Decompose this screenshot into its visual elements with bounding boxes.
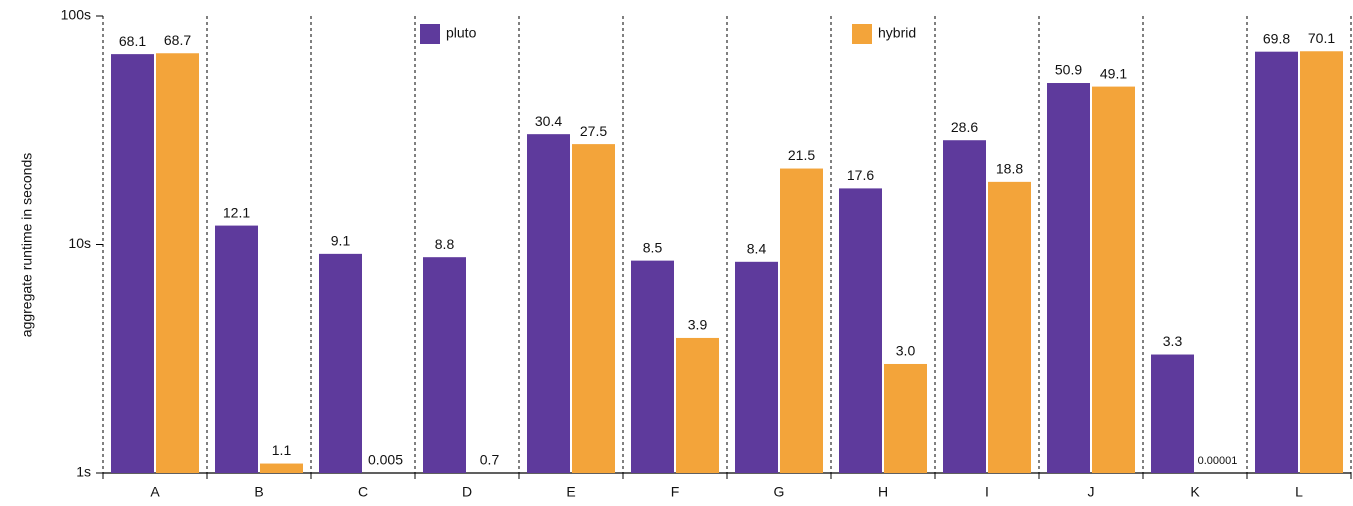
- value-label: 0.7: [480, 452, 500, 468]
- y-tick-label: 10s: [68, 235, 91, 251]
- value-label: 30.4: [535, 113, 562, 129]
- value-label: 27.5: [580, 123, 607, 139]
- bar: [1047, 83, 1090, 473]
- value-label: 3.9: [688, 317, 708, 333]
- bar: [423, 257, 466, 473]
- value-label: 3.3: [1163, 333, 1183, 349]
- value-label: 12.1: [223, 204, 250, 220]
- x-tick-label: E: [566, 484, 575, 500]
- bar: [527, 134, 570, 473]
- value-label: 18.8: [996, 161, 1023, 177]
- value-label: 17.6: [847, 167, 874, 183]
- x-tick-label: J: [1088, 484, 1095, 500]
- x-tick-label: I: [985, 484, 989, 500]
- bar: [676, 337, 719, 473]
- bar: [1092, 86, 1135, 473]
- x-tick-label: G: [774, 484, 785, 500]
- y-axis-label: aggregate runtime in seconds: [19, 153, 35, 337]
- bar: [156, 53, 199, 474]
- bar: [572, 144, 615, 473]
- value-label: 8.5: [643, 239, 663, 255]
- bar: [319, 253, 362, 473]
- value-label: 68.7: [164, 32, 191, 48]
- y-tick-label: 100s: [61, 7, 91, 23]
- y-tick-label: 1s: [76, 464, 91, 480]
- x-tick-label: H: [878, 484, 888, 500]
- x-tick-label: C: [358, 484, 368, 500]
- value-label: 8.4: [747, 241, 767, 257]
- bar: [260, 463, 303, 473]
- value-label: 68.1: [119, 33, 146, 49]
- value-label: 3.0: [896, 343, 916, 359]
- legend-swatch: [420, 24, 440, 44]
- value-label: 49.1: [1100, 65, 1127, 81]
- bar: [215, 225, 258, 473]
- legend-label: hybrid: [878, 25, 916, 41]
- x-tick-label: L: [1295, 484, 1303, 500]
- value-label: 1.1: [272, 442, 292, 458]
- legend-label: pluto: [446, 25, 477, 41]
- value-label: 0.005: [368, 452, 403, 468]
- bar: [780, 168, 823, 473]
- bar: [988, 181, 1031, 474]
- bar: [111, 54, 154, 473]
- value-label: 0.00001: [1198, 455, 1238, 467]
- bar: [1151, 354, 1194, 473]
- bar: [735, 261, 778, 473]
- value-label: 69.8: [1263, 30, 1290, 46]
- value-label: 50.9: [1055, 62, 1082, 78]
- bar: [884, 363, 927, 473]
- x-tick-label: K: [1190, 484, 1200, 500]
- value-label: 70.1: [1308, 30, 1335, 46]
- bar: [1300, 51, 1343, 474]
- x-tick-label: D: [462, 484, 472, 500]
- x-tick-label: F: [671, 484, 680, 500]
- value-label: 28.6: [951, 119, 978, 135]
- value-label: 8.8: [435, 236, 455, 252]
- x-tick-label: B: [254, 484, 263, 500]
- bar: [943, 140, 986, 473]
- value-label: 21.5: [788, 147, 815, 163]
- legend-swatch: [852, 24, 872, 44]
- x-tick-label: A: [150, 484, 160, 500]
- bar: [1255, 51, 1298, 473]
- bar: [839, 188, 882, 473]
- bar: [631, 260, 674, 473]
- value-label: 9.1: [331, 233, 351, 249]
